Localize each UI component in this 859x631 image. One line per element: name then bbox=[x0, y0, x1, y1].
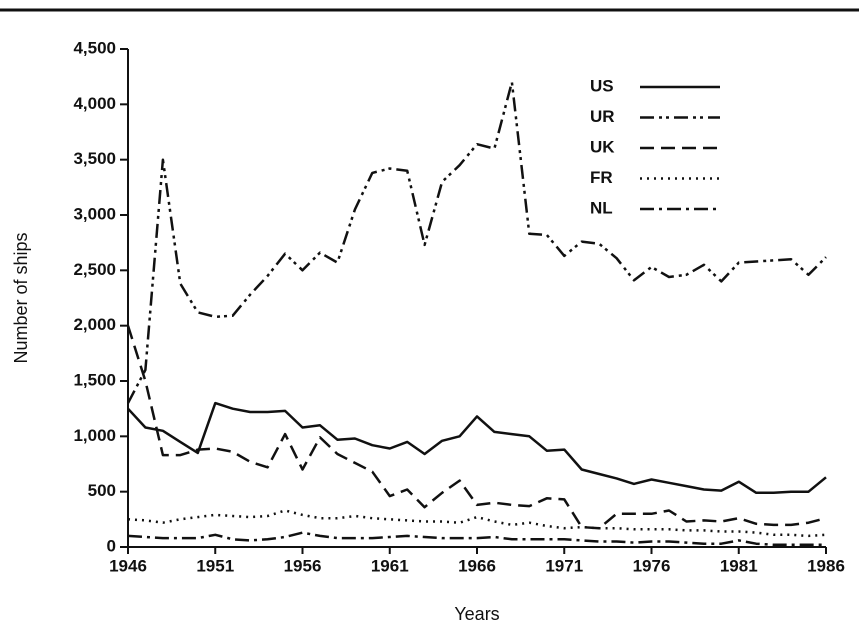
y-axis-title: Number of ships bbox=[11, 232, 31, 363]
legend-label: FR bbox=[590, 168, 613, 187]
y-tick-label: 0 bbox=[107, 536, 116, 555]
legend-label: UR bbox=[590, 107, 615, 126]
y-tick-label: 1,000 bbox=[73, 426, 116, 445]
y-tick-label: 2,000 bbox=[73, 315, 116, 334]
y-tick-label: 1,500 bbox=[73, 370, 116, 389]
x-tick-label: 1981 bbox=[720, 556, 758, 575]
series-line bbox=[126, 325, 827, 530]
x-tick-label: 1971 bbox=[545, 556, 583, 575]
x-tick-label: 1961 bbox=[371, 556, 409, 575]
series-line bbox=[127, 509, 827, 538]
series-line bbox=[127, 531, 826, 547]
y-tick-label: 500 bbox=[88, 481, 116, 500]
series-line bbox=[127, 401, 827, 495]
y-tick-label: 4,000 bbox=[73, 94, 116, 113]
legend-label: US bbox=[590, 76, 614, 95]
x-axis-title: Years bbox=[454, 604, 499, 624]
legend-label: UK bbox=[590, 137, 615, 156]
y-tick-label: 4,500 bbox=[73, 38, 116, 57]
y-tick-label: 3,000 bbox=[73, 204, 116, 223]
legend-label: NL bbox=[590, 198, 613, 217]
x-tick-label: 1956 bbox=[284, 556, 322, 575]
y-tick-label: 2,500 bbox=[73, 260, 116, 279]
x-tick-label: 1976 bbox=[633, 556, 671, 575]
x-tick-label: 1966 bbox=[458, 556, 496, 575]
y-tick-label: 3,500 bbox=[73, 149, 116, 168]
x-tick-label: 1946 bbox=[109, 556, 147, 575]
series-line bbox=[126, 80, 827, 404]
x-tick-label: 1951 bbox=[196, 556, 234, 575]
x-tick-label: 1986 bbox=[807, 556, 845, 575]
